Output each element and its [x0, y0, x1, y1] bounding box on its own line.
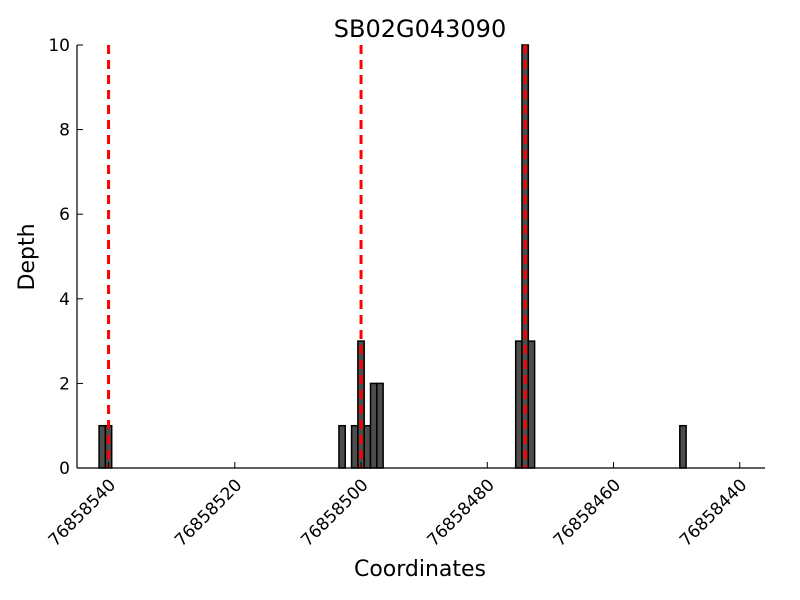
y-tick-label-1: 2 [59, 374, 70, 394]
x-tick-label-5: 76858440 [676, 475, 751, 550]
bar-8 [514, 340, 523, 469]
y-axis-label: Depth [15, 223, 40, 290]
bar-10 [527, 340, 536, 469]
y-tick-label-3: 6 [59, 205, 70, 225]
bars-group [98, 44, 687, 469]
bar-2 [338, 424, 347, 469]
bar-1 [104, 424, 113, 469]
bar-5 [363, 424, 372, 469]
y-tick-label-4: 8 [59, 121, 70, 141]
axes-group: 0 2 4 6 8 10 76858540 76858520 76858500 76858480 7… [45, 36, 765, 551]
y-tick-label-5: 10 [48, 36, 70, 56]
x-tick-label-0: 76858540 [45, 475, 120, 550]
bar-7 [376, 382, 384, 469]
bar-6 [369, 382, 378, 469]
bar-11 [679, 424, 687, 469]
bar-3 [350, 424, 359, 469]
y-tick-label-2: 4 [59, 290, 70, 310]
y-tick-label-0: 0 [59, 459, 70, 479]
x-tick-label-2: 76858500 [297, 475, 372, 550]
x-axis-label: Coordinates [354, 557, 486, 582]
chart-title: SB02G043090 [334, 15, 506, 43]
x-tick-label-1: 76858520 [171, 475, 246, 550]
x-tick-label-3: 76858480 [423, 475, 498, 550]
bar-0 [98, 424, 107, 469]
x-tick-label-4: 76858460 [550, 475, 625, 550]
markers-group [107, 45, 527, 468]
